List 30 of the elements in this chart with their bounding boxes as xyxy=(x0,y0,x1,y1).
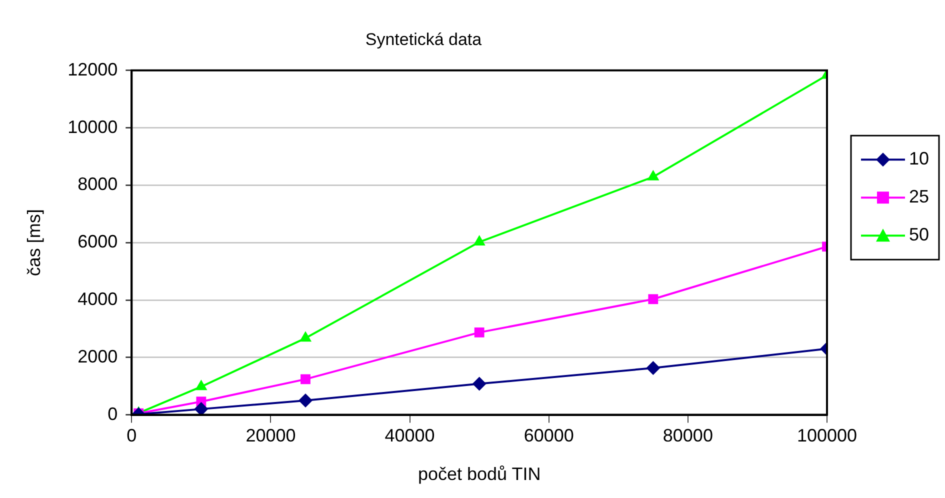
x-axis-title: počet bodů TIN xyxy=(418,464,541,484)
x-tick-label: 0 xyxy=(126,426,137,446)
point xyxy=(474,327,484,338)
x-tick-label: 20000 xyxy=(246,426,296,446)
legend-label: 25 xyxy=(909,186,930,207)
y-axis-title: čas [ms] xyxy=(24,209,44,276)
legend-label: 50 xyxy=(909,224,930,245)
y-tick-label: 0 xyxy=(108,404,118,424)
point xyxy=(646,361,660,376)
x-tick-label: 80000 xyxy=(662,426,713,446)
point xyxy=(194,402,208,415)
point xyxy=(300,374,310,384)
y-tick-label: 10000 xyxy=(68,116,118,137)
point xyxy=(473,235,486,246)
point xyxy=(299,331,312,342)
legend-label: 10 xyxy=(909,148,930,169)
x-tick-label: 100000 xyxy=(796,426,858,446)
point xyxy=(648,294,658,304)
y-tick-label: 8000 xyxy=(78,174,118,194)
x-tick-label: 60000 xyxy=(524,426,574,446)
point xyxy=(472,376,486,391)
chart-title: Syntetická data xyxy=(365,30,482,49)
x-tick-label: 40000 xyxy=(384,426,435,446)
y-tick-label: 12000 xyxy=(68,59,118,80)
y-tick-label: 4000 xyxy=(78,288,118,309)
y-tick-label: 2000 xyxy=(78,346,118,366)
point xyxy=(647,170,660,180)
y-tick-label: 6000 xyxy=(78,232,118,252)
point xyxy=(298,393,312,408)
point xyxy=(195,380,208,390)
